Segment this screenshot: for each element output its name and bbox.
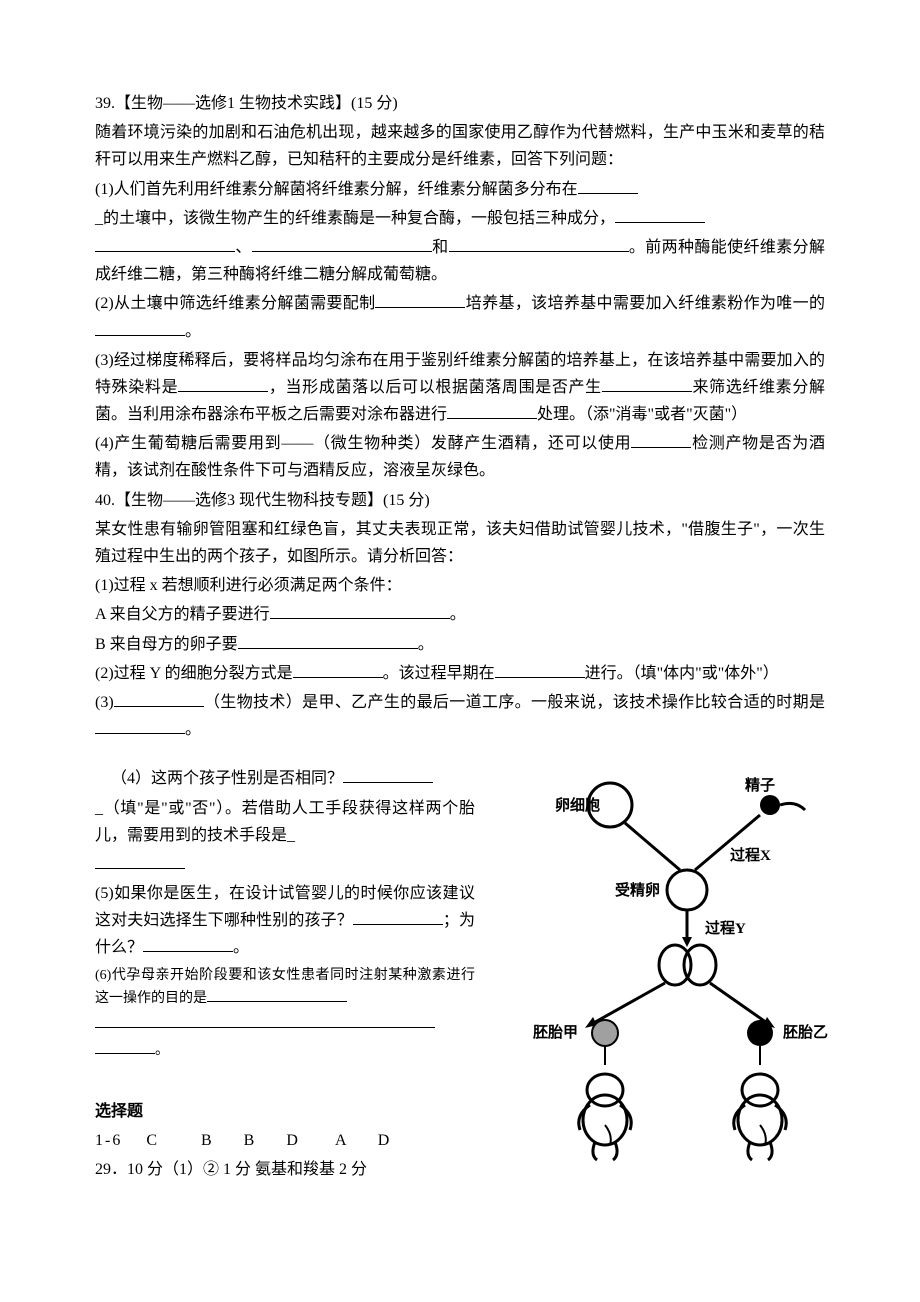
q40-p4-text-b: _（填"是"或"否"）。若借助人工手段获得这样两个胎儿，需要用到的技术手段是_: [95, 800, 475, 844]
q40-p3-text-a: (3): [95, 694, 114, 711]
blank: [178, 391, 268, 392]
blank: [353, 924, 443, 925]
blank: [252, 251, 432, 252]
blank: [495, 677, 585, 678]
label-egg: 卵细胞: [555, 796, 600, 814]
q39-p2-text-c: 。: [185, 323, 201, 340]
q40-p3: (3) （生物技术）是甲、乙产生的最后一道工序。一般来说，该技术操作比较合适的时期…: [95, 689, 825, 743]
blank: [602, 391, 692, 392]
q39-p2-text-b: 培养基，该培养基中需要加入纤维素粉作为唯一的: [465, 295, 825, 312]
blank: [631, 447, 691, 448]
q40-p6-blank: [95, 1013, 475, 1037]
q39-p1-text-e: 。前两种酶能使纤维素分解成纤维二糖，第三种酶将纤维二糖分解成葡萄糖。: [95, 239, 825, 283]
q40-p4-blank: [95, 851, 475, 878]
q40-p4: （4）这两个孩子性别是否相同？: [95, 765, 475, 792]
q40-p1a-text: A 来自父方的精子要进行: [95, 606, 270, 623]
q39-p1-cont2: 、 和。前两种酶能使纤维素分解成纤维二糖，第三种酶将纤维二糖分解成葡萄糖。: [95, 234, 825, 288]
q40-p1: (1)过程 x 若想顺利进行必须满足两个条件：: [95, 572, 825, 599]
blank: [95, 733, 185, 734]
q39-title: 39.【生物——选修1 生物技术实践】(15 分): [95, 90, 825, 117]
label-processX: 过程X: [730, 846, 771, 864]
q40-left-text: （4）这两个孩子性别是否相同？ _（填"是"或"否"）。若借助人工手段获得这样两…: [95, 765, 475, 1063]
q39-p1-text-d: 和: [432, 239, 449, 256]
q40-title: 40.【生物——选修3 现代生物科技专题】(15 分): [95, 487, 825, 514]
document-content: 39.【生物——选修1 生物技术实践】(15 分) 随着环境污染的加剧和石油危机…: [95, 90, 825, 1183]
label-processY: 过程Y: [705, 919, 746, 937]
blank: [578, 193, 638, 194]
q39-p4-text-a: (4)产生葡萄糖后需要用到——（微生物种类）发酵产生酒精，还可以使用: [95, 435, 631, 452]
label-fertilized: 受精卵: [615, 881, 660, 899]
q39-p1-text-c: 、: [235, 239, 252, 256]
q40-p4-text-a: （4）这两个孩子性别是否相同？: [111, 770, 343, 787]
q39-p3-text-b: ，当形成菌落以后可以根据菌落周围是否产生: [268, 379, 602, 396]
ivf-diagram: 卵细胞 精子 过程X 受精卵 过程Y 胚胎甲 胚胎乙: [515, 775, 835, 1175]
blank: [95, 1053, 155, 1054]
q40-p6: (6)代孕母亲开始阶段要和该女性患者同时注射某种激素进行这一操作的目的是: [95, 964, 475, 1012]
q40-p1b: B 来自母方的卵子要 。: [95, 631, 825, 658]
blank: [114, 706, 204, 707]
q40-p1b-end: 。: [418, 636, 434, 653]
q40-p3-text-c: 。: [185, 721, 201, 738]
blank: [449, 251, 629, 252]
q40-p2-text-c: 进行。（填"体内"或"体外"）: [585, 665, 779, 682]
q40-p1b-text: B 来自母方的卵子要: [95, 636, 238, 653]
q40-p2: (2)过程 Y 的细胞分裂方式是 。该过程早期在 进行。（填"体内"或"体外"）: [95, 660, 825, 687]
blank: [270, 618, 450, 619]
q39-p3-text-d: 处理。（添"消毒"或者"灭菌"）: [537, 406, 747, 423]
q40-p3-text-b: （生物技术）是甲、乙产生的最后一道工序。一般来说，该技术操作比较合适的时期是: [204, 694, 825, 711]
q39-p1-cont: _的土壤中，该微生物产生的纤维素酶是一种复合酶，一般包括三种成分，: [95, 205, 825, 232]
q40-p2-text-a: (2)过程 Y 的细胞分裂方式是: [95, 665, 293, 682]
label-sperm: 精子: [745, 776, 775, 794]
label-embryo1: 胚胎甲: [533, 1023, 578, 1041]
q39-p4: (4)产生葡萄糖后需要用到——（微生物种类）发酵产生酒精，还可以使用检测产物是否…: [95, 430, 825, 484]
q39-p3: (3)经过梯度稀释后，要将样品均匀涂布在用于鉴别纤维素分解菌的培养基上，在该培养…: [95, 347, 825, 429]
q40-image-section: （4）这两个孩子性别是否相同？ _（填"是"或"否"）。若借助人工手段获得这样两…: [95, 765, 825, 1063]
q39-p2: (2)从土壤中筛选纤维素分解菌需要配制 培养基，该培养基中需要加入纤维素粉作为唯一…: [95, 290, 825, 344]
blank: [293, 677, 383, 678]
blank: [95, 335, 185, 336]
q40-p6-end: 。: [95, 1039, 475, 1063]
blank: [375, 307, 465, 308]
q40-p2-text-b: 。该过程早期在: [383, 665, 495, 682]
blank: [95, 1027, 435, 1028]
q39-p2-text-a: (2)从土壤中筛选纤维素分解菌需要配制: [95, 295, 375, 312]
blank: [238, 648, 418, 649]
q40-p5-text-c: 。: [233, 939, 249, 956]
q40-intro: 某女性患有输卵管阻塞和红绿色盲，其丈夫表现正常，该夫妇借助试管婴儿技术，"借腹生…: [95, 516, 825, 570]
label-embryo2: 胚胎乙: [783, 1023, 828, 1041]
q40-p1a-end: 。: [450, 606, 466, 623]
q40-p4-cont: _（填"是"或"否"）。若借助人工手段获得这样两个胎儿，需要用到的技术手段是_: [95, 795, 475, 849]
q39-p1-text-a: (1)人们首先利用纤维素分解菌将纤维素分解，纤维素分解菌多分布在: [95, 181, 578, 198]
q40-p5: (5)如果你是医生，在设计试管婴儿的时候你应该建议这对夫妇选择生下哪种性别的孩子…: [95, 880, 475, 962]
blank: [343, 782, 433, 783]
blank: [95, 868, 185, 869]
blank: [95, 251, 235, 252]
blank: [143, 951, 233, 952]
q39-p1: (1)人们首先利用纤维素分解菌将纤维素分解，纤维素分解菌多分布在: [95, 176, 825, 203]
q40-p5-text-a: (5)如果你是医生，在设计试管婴儿的时候你应该建议这对夫妇选择生下哪种性别的孩子…: [95, 885, 475, 929]
q39-intro: 随着环境污染的加剧和石油危机出现，越来越多的国家使用乙醇作为代替燃料，生产中玉米…: [95, 119, 825, 173]
blank: [447, 418, 537, 419]
blank: [615, 222, 705, 223]
blank: [207, 1001, 347, 1002]
q40-p1a: A 来自父方的精子要进行 。: [95, 601, 825, 628]
q40-p6-text-b: 。: [155, 1043, 169, 1058]
q39-p1-text-b: _的土壤中，该微生物产生的纤维素酶是一种复合酶，一般包括三种成分，: [95, 210, 615, 227]
